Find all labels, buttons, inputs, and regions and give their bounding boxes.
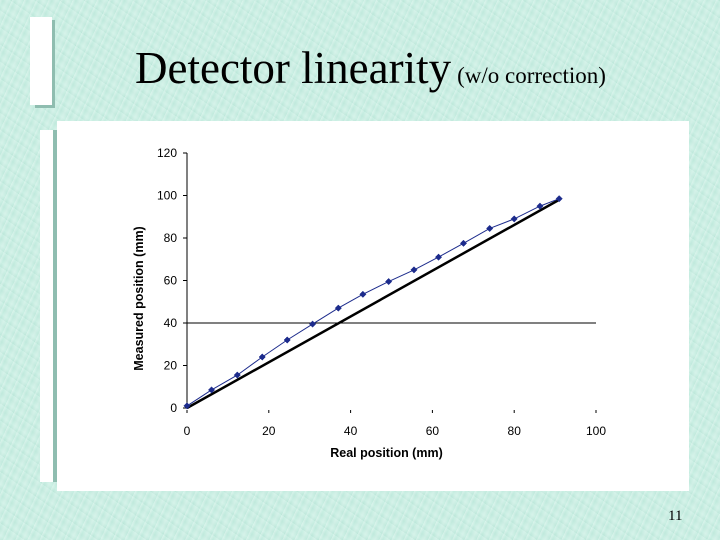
chart-frame-left-shadow	[53, 130, 57, 482]
page-number: 11	[668, 508, 683, 524]
data-point	[334, 304, 342, 312]
x-tick-label: 40	[344, 424, 358, 438]
data-point	[258, 353, 266, 361]
data-point	[510, 215, 518, 223]
y-tick-label: 0	[170, 401, 177, 415]
data-point	[459, 239, 468, 247]
y-tick-label: 60	[164, 274, 178, 288]
x-tick-label: 0	[184, 424, 191, 438]
ideal-line	[186, 198, 560, 410]
data-point	[183, 402, 191, 410]
chart-area: 0 20 40 60 80 100 120 0 20 40 60 80 100 Real position…	[57, 121, 689, 491]
y-axis-title: Measured position (mm)	[132, 226, 146, 370]
x-tick-label: 20	[262, 424, 276, 438]
slide-title: Detector linearity (w/o correction)	[135, 42, 606, 94]
data-point	[385, 278, 393, 286]
linearity-chart: 0 20 40 60 80 100 120 0 20 40 60 80 100 Real position…	[132, 146, 606, 460]
bracket-vertical	[30, 17, 52, 105]
x-tick-label: 60	[426, 424, 440, 438]
data-point	[359, 290, 367, 298]
x-axis-title: Real position (mm)	[330, 446, 443, 460]
data-point	[410, 266, 418, 274]
measured-series-line	[186, 198, 560, 407]
data-point	[207, 386, 216, 394]
title-subtitle: (w/o correction)	[457, 63, 606, 88]
y-tick-label: 20	[164, 359, 178, 373]
y-tick-label: 100	[157, 189, 177, 203]
title-main: Detector linearity	[135, 43, 452, 93]
y-tick-label: 80	[164, 231, 178, 245]
data-point	[233, 371, 241, 379]
data-point	[283, 336, 291, 344]
y-tick-label: 40	[164, 316, 178, 330]
data-point	[434, 253, 443, 261]
y-tick-label: 120	[157, 146, 177, 160]
x-tick-label: 100	[586, 424, 606, 438]
x-tick-label: 80	[508, 424, 522, 438]
data-point	[536, 202, 544, 210]
data-point	[309, 320, 317, 328]
chart-frame-left-bar	[40, 130, 54, 482]
data-point	[486, 224, 494, 232]
data-point	[555, 195, 563, 203]
